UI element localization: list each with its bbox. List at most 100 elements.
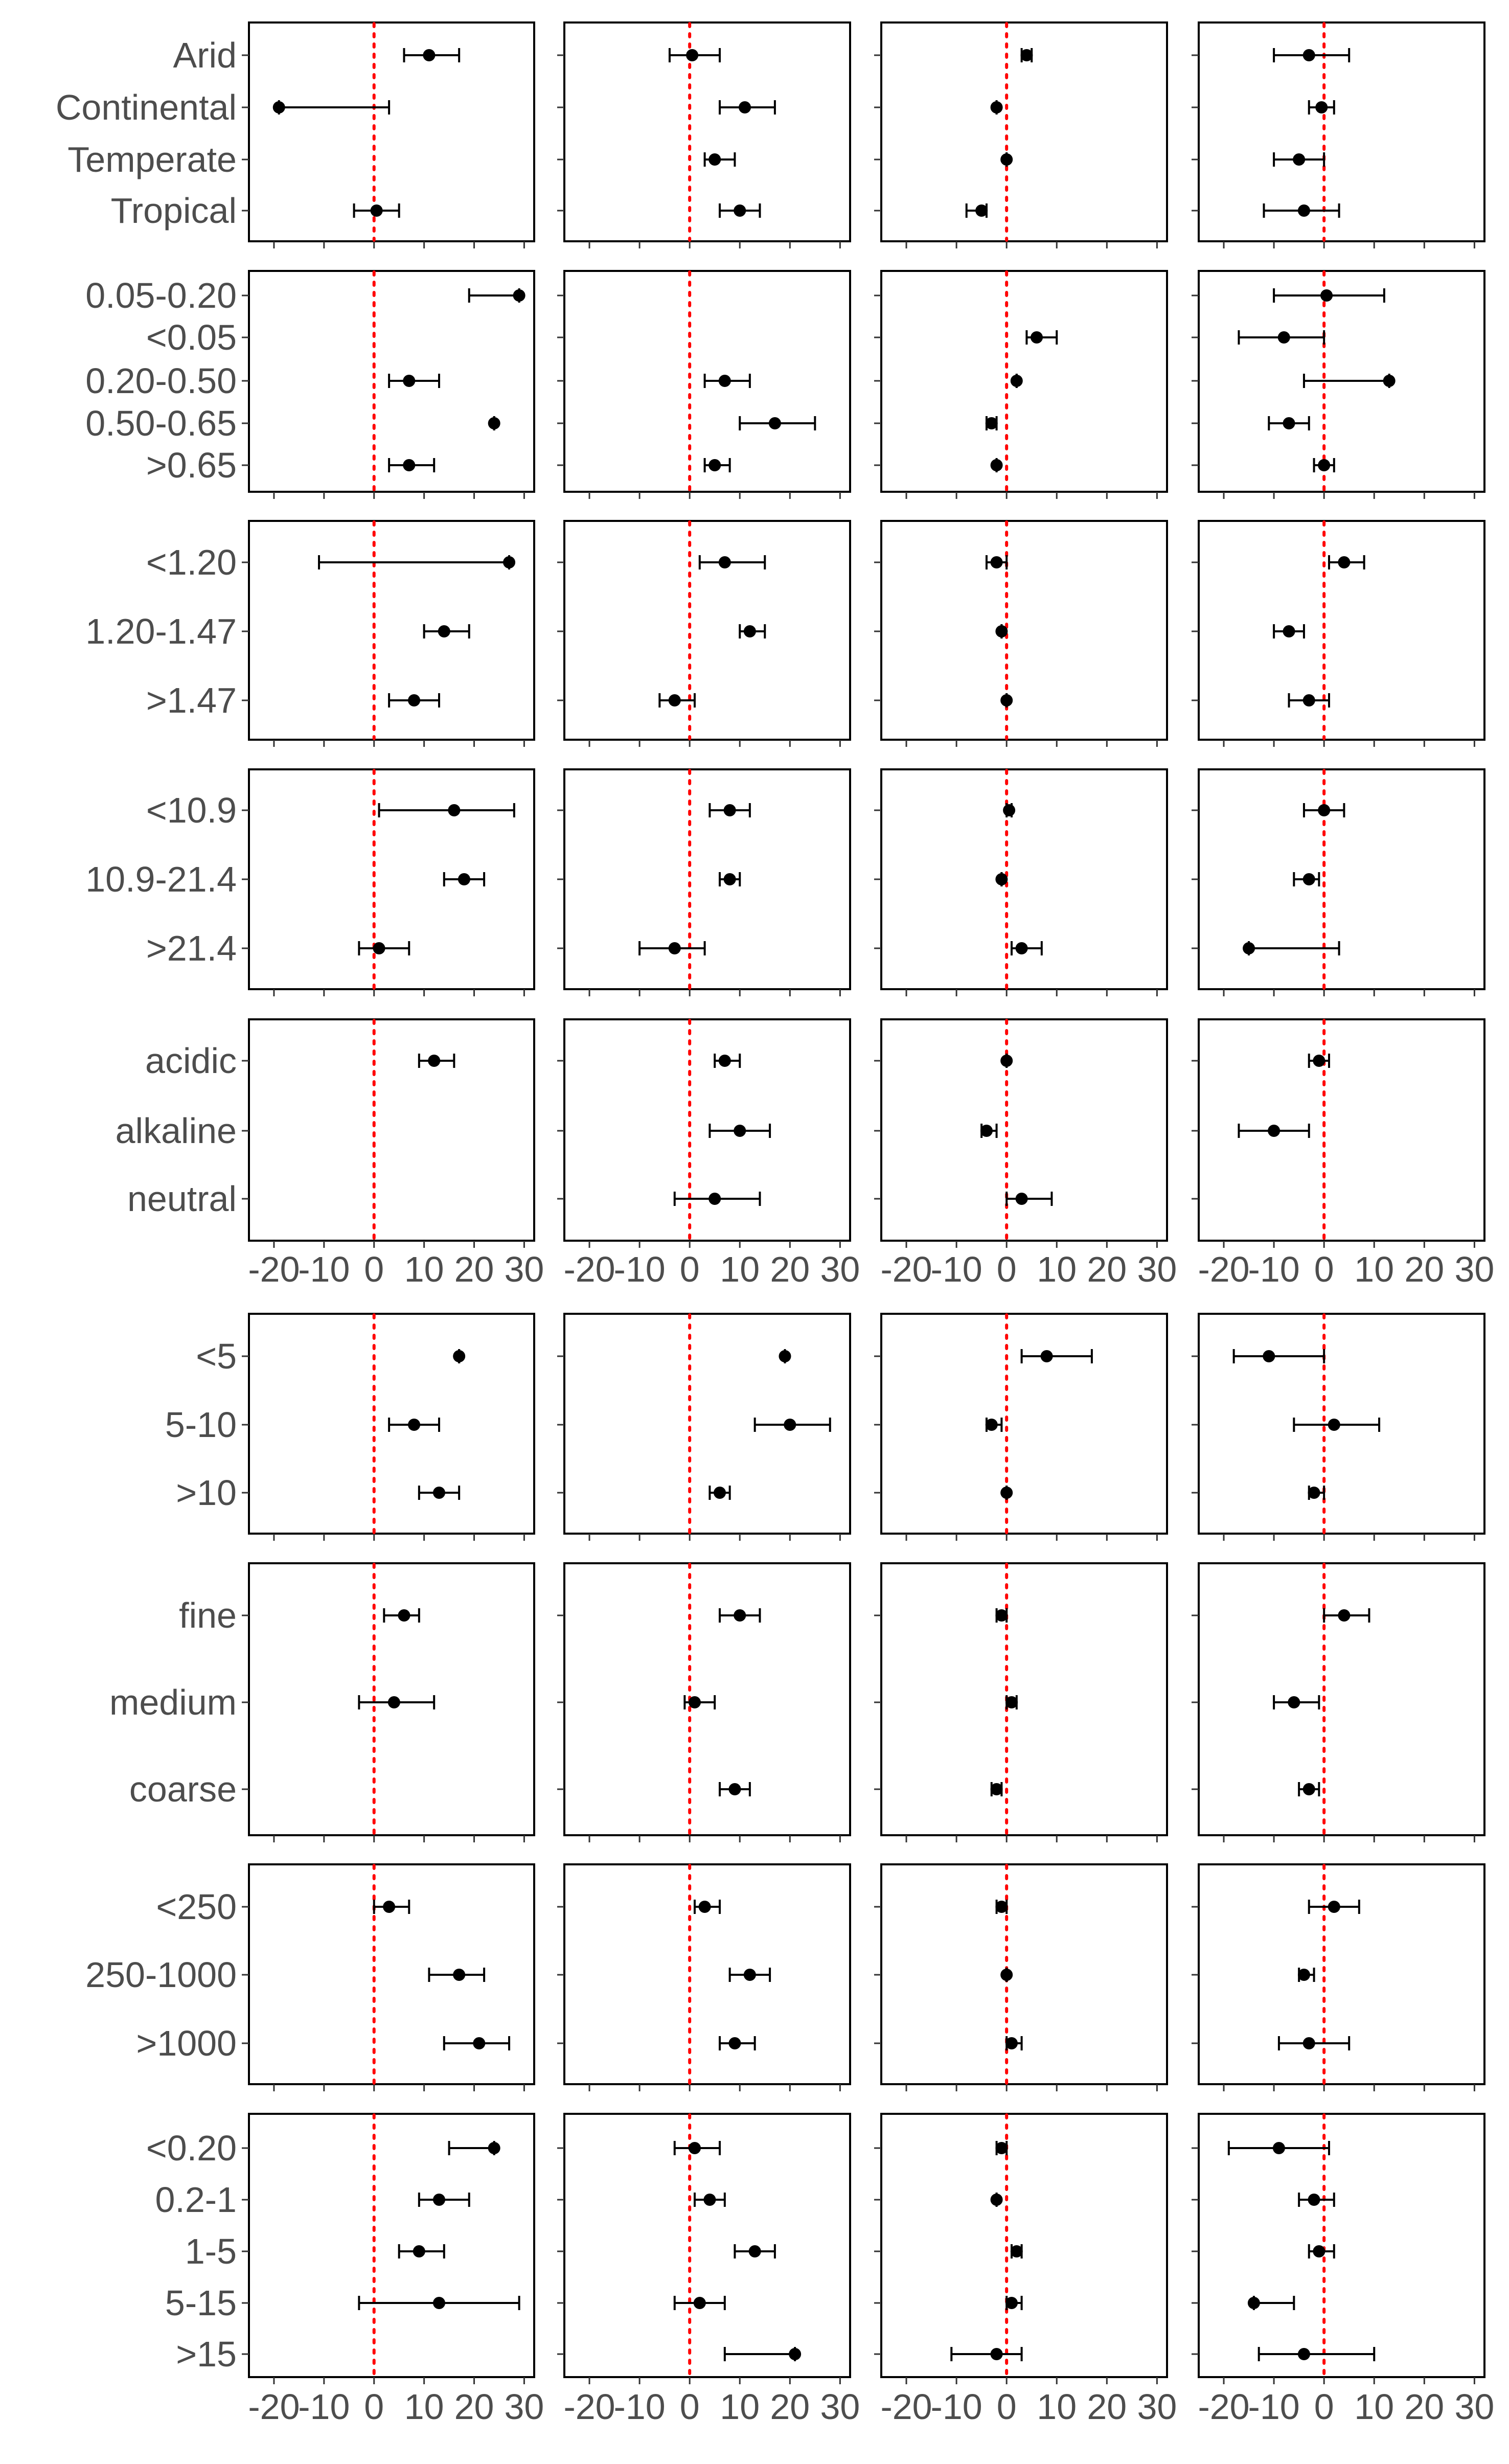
estimate-point (990, 2194, 1003, 2206)
estimate-point (995, 873, 1008, 885)
estimate-point (789, 2348, 802, 2360)
estimate-point (1020, 49, 1033, 61)
estimate-point (743, 625, 756, 637)
estimate-point (990, 556, 1003, 568)
x-tick-label: 30 (1454, 2387, 1494, 2427)
estimate-point (1005, 2297, 1018, 2309)
estimate-point (1320, 289, 1333, 302)
category-label: 1.20-1.47 (85, 611, 237, 651)
x-tick-label: -10 (1248, 2387, 1300, 2427)
panel-frame (248, 1018, 535, 1242)
estimate-point (1268, 1125, 1281, 1137)
panel (242, 270, 535, 499)
panel-frame (248, 1863, 535, 2085)
x-tick-label: -20 (880, 2387, 932, 2427)
estimate-point (1000, 153, 1013, 166)
category-label: coarse (129, 1769, 237, 1809)
panel (242, 520, 535, 747)
estimate-point (1003, 804, 1016, 816)
panel-frame (1198, 520, 1485, 741)
x-tick-label: 20 (770, 2387, 810, 2427)
category-label: Continental (56, 87, 237, 127)
estimate-point (990, 2348, 1003, 2360)
panel-frame (248, 768, 535, 990)
estimate-point (1302, 1783, 1315, 1795)
x-tick-label: 10 (720, 1249, 760, 1289)
estimate-point (1010, 2245, 1023, 2257)
estimate-point (708, 459, 721, 471)
category-label: 250-1000 (85, 1955, 237, 1995)
x-tick-label: 20 (454, 2387, 494, 2427)
panel-frame (880, 1562, 1168, 1836)
estimate-point (708, 1193, 721, 1205)
panel (557, 1313, 851, 1541)
x-tick-label: 20 (1087, 2387, 1127, 2427)
estimate-point (734, 1125, 746, 1137)
estimate-point (693, 2297, 706, 2309)
estimate-point (398, 1609, 410, 1622)
panel (1192, 1018, 1485, 1248)
estimate-point (688, 2142, 701, 2154)
panel (242, 1018, 535, 1248)
x-tick-label: 0 (997, 1249, 1017, 1289)
estimate-point (688, 1696, 701, 1708)
panel (242, 1562, 535, 1842)
panel (242, 1313, 535, 1541)
estimate-point (995, 2142, 1008, 2154)
estimate-point (453, 1350, 466, 1362)
estimate-point (1297, 1969, 1310, 1981)
estimate-point (503, 556, 516, 568)
estimate-point (272, 101, 285, 113)
estimate-point (1293, 153, 1306, 166)
estimate-point (1297, 204, 1310, 217)
category-label: <0.05 (146, 317, 237, 357)
estimate-point (1313, 1055, 1325, 1067)
panel (557, 1562, 851, 1842)
panel-frame (563, 21, 851, 242)
category-label: 1-5 (185, 2231, 237, 2271)
upper-group-1: 0.05-0.20<0.050.20-0.500.50-0.65>0.65 (85, 270, 1485, 499)
estimate-point (779, 1350, 791, 1362)
estimate-point (1283, 417, 1295, 429)
x-tick-label: 30 (1137, 1249, 1177, 1289)
x-tick-label: 20 (1404, 1249, 1444, 1289)
estimate-point (1315, 101, 1328, 113)
estimate-point (1302, 694, 1315, 706)
panel-frame (563, 1562, 851, 1836)
panel-frame (248, 520, 535, 741)
estimate-point (708, 153, 721, 166)
estimate-point (433, 2297, 445, 2309)
category-label: >15 (176, 2334, 237, 2374)
x-tick-label: -20 (248, 1249, 300, 1289)
x-tick-label: 10 (1354, 2387, 1394, 2427)
x-tick-label: -10 (614, 1249, 666, 1289)
upper-group-4: acidic alkaline neutral (116, 1018, 1485, 1248)
x-tick-label: 10 (1037, 2387, 1077, 2427)
estimate-point (1277, 331, 1290, 344)
estimate-point (698, 1901, 711, 1913)
panel (1192, 2113, 1485, 2384)
estimate-point (1288, 1696, 1300, 1708)
panel (557, 2113, 851, 2384)
panel-frame (248, 2113, 535, 2378)
estimate-point (748, 2245, 761, 2257)
x-tick-label: 0 (1314, 2387, 1334, 2427)
estimate-point (1000, 694, 1013, 706)
estimate-point (1318, 804, 1331, 816)
x-tick-label: -20 (563, 1249, 615, 1289)
lower-group-0: <5 5-10 >10 (165, 1313, 1485, 1541)
estimate-point (488, 417, 500, 429)
estimate-point (1272, 2142, 1285, 2154)
x-tick-label: 10 (404, 1249, 444, 1289)
estimate-point (428, 1055, 441, 1067)
estimate-point (370, 204, 383, 217)
panel-frame (1198, 1863, 1485, 2085)
estimate-point (1302, 2037, 1315, 2049)
category-label: 5-10 (165, 1405, 237, 1445)
estimate-point (1302, 49, 1315, 61)
estimate-point (1005, 1696, 1018, 1708)
estimate-point (990, 1783, 1003, 1795)
panel (1192, 520, 1485, 747)
x-tick-label: 0 (680, 1249, 700, 1289)
x-tick-label: 20 (1404, 2387, 1444, 2427)
